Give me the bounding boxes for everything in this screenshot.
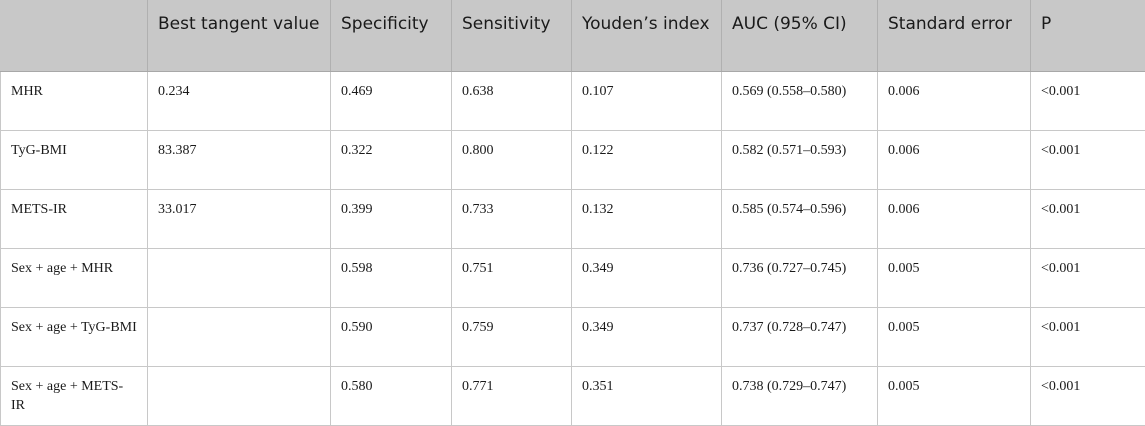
table-cell-p: <0.001 — [1030, 365, 1145, 426]
table-header: Best tangent value Specificity Sensitivi… — [0, 0, 1145, 72]
header-cell-best-tangent-value: Best tangent value — [147, 0, 331, 72]
table-cell-p: <0.001 — [1030, 188, 1145, 249]
table-cell-auc: 0.582 (0.571–0.593) — [721, 129, 878, 190]
table-cell-specificity: 0.469 — [330, 70, 452, 131]
table-row: MHR 0.234 0.469 0.638 0.107 0.569 (0.558… — [0, 70, 1145, 131]
table-cell-youden-index: 0.122 — [571, 129, 722, 190]
table-cell-best-tangent-value — [147, 306, 331, 367]
table-cell-sensitivity: 0.751 — [451, 247, 572, 308]
table-cell-p: <0.001 — [1030, 306, 1145, 367]
table-cell-best-tangent-value: 33.017 — [147, 188, 331, 249]
table-cell-sensitivity: 0.733 — [451, 188, 572, 249]
table-cell-auc: 0.585 (0.574–0.596) — [721, 188, 878, 249]
table-cell-model: Sex + age + TyG-BMI — [0, 306, 148, 367]
table-cell-youden-index: 0.132 — [571, 188, 722, 249]
table-cell-standard-error: 0.006 — [877, 70, 1031, 131]
table-cell-auc: 0.569 (0.558–0.580) — [721, 70, 878, 131]
table-cell-best-tangent-value — [147, 247, 331, 308]
table-cell-specificity: 0.598 — [330, 247, 452, 308]
table-cell-auc: 0.736 (0.727–0.745) — [721, 247, 878, 308]
table-cell-specificity: 0.322 — [330, 129, 452, 190]
table-row: Sex + age + TyG-BMI 0.590 0.759 0.349 0.… — [0, 306, 1145, 367]
header-cell-youden-index: Youden’s index — [571, 0, 722, 72]
table-cell-sensitivity: 0.638 — [451, 70, 572, 131]
table-cell-best-tangent-value: 0.234 — [147, 70, 331, 131]
table-cell-standard-error: 0.005 — [877, 306, 1031, 367]
table-body: MHR 0.234 0.469 0.638 0.107 0.569 (0.558… — [0, 70, 1145, 426]
table-cell-auc: 0.737 (0.728–0.747) — [721, 306, 878, 367]
table-cell-p: <0.001 — [1030, 129, 1145, 190]
table-row: METS-IR 33.017 0.399 0.733 0.132 0.585 (… — [0, 188, 1145, 249]
table-cell-standard-error: 0.006 — [877, 188, 1031, 249]
table-cell-standard-error: 0.005 — [877, 365, 1031, 426]
table-row: Sex + age + MHR 0.598 0.751 0.349 0.736 … — [0, 247, 1145, 308]
table-cell-youden-index: 0.349 — [571, 247, 722, 308]
table-cell-model: MHR — [0, 70, 148, 131]
table-cell-model: Sex + age + MHR — [0, 247, 148, 308]
table-cell-youden-index: 0.107 — [571, 70, 722, 131]
header-cell-specificity: Specificity — [330, 0, 452, 72]
table-cell-model: TyG-BMI — [0, 129, 148, 190]
table-cell-youden-index: 0.351 — [571, 365, 722, 426]
table-cell-specificity: 0.580 — [330, 365, 452, 426]
header-cell-model — [0, 0, 148, 72]
table-cell-best-tangent-value: 83.387 — [147, 129, 331, 190]
table-cell-p: <0.001 — [1030, 247, 1145, 308]
table-cell-standard-error: 0.005 — [877, 247, 1031, 308]
table-cell-youden-index: 0.349 — [571, 306, 722, 367]
table-cell-best-tangent-value — [147, 365, 331, 426]
header-cell-p: P — [1030, 0, 1145, 72]
table-cell-model: METS-IR — [0, 188, 148, 249]
table-cell-standard-error: 0.006 — [877, 129, 1031, 190]
table-cell-sensitivity: 0.759 — [451, 306, 572, 367]
header-cell-sensitivity: Sensitivity — [451, 0, 572, 72]
header-cell-auc: AUC (95% CI) — [721, 0, 878, 72]
table-cell-specificity: 0.590 — [330, 306, 452, 367]
table-cell-sensitivity: 0.771 — [451, 365, 572, 426]
table-cell-sensitivity: 0.800 — [451, 129, 572, 190]
table-cell-specificity: 0.399 — [330, 188, 452, 249]
table-cell-auc: 0.738 (0.729–0.747) — [721, 365, 878, 426]
header-row: Best tangent value Specificity Sensitivi… — [0, 0, 1145, 72]
table-cell-model: Sex + age + METS-IR — [0, 365, 148, 426]
table-row: TyG-BMI 83.387 0.322 0.800 0.122 0.582 (… — [0, 129, 1145, 190]
table-cell-p: <0.001 — [1030, 70, 1145, 131]
header-cell-standard-error: Standard error — [877, 0, 1031, 72]
table-row: Sex + age + METS-IR 0.580 0.771 0.351 0.… — [0, 365, 1145, 426]
